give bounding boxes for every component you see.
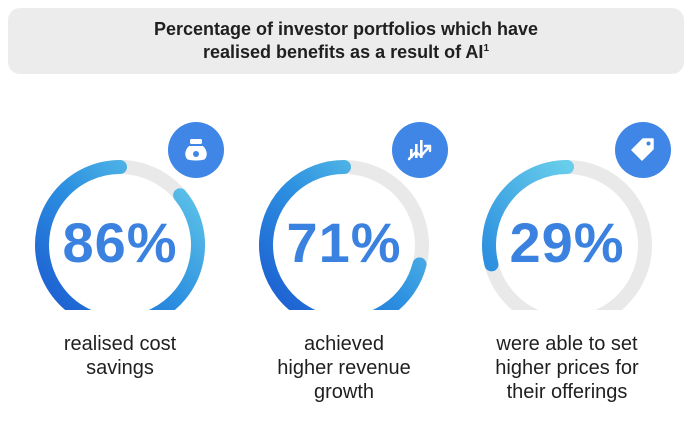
- stat-caption: were able to set higher prices for their…: [467, 332, 667, 404]
- stat-revenue-growth: 71% achieved higher revenue growth: [244, 110, 448, 410]
- donut-ring: [259, 160, 429, 310]
- title-line-2-text: realised benefits as a result of AI: [203, 42, 484, 62]
- caption-line: achieved: [303, 333, 385, 355]
- ring-value-arc: [482, 160, 574, 272]
- money-bag-icon: [185, 139, 207, 161]
- money-bag-badge: [168, 122, 224, 178]
- growth-chart-badge: [392, 122, 448, 178]
- percent-value: 86%: [62, 211, 178, 274]
- price-tag-badge: [615, 122, 671, 178]
- caption-line: growth: [313, 381, 375, 403]
- caption-line: were able to set: [496, 333, 638, 355]
- stat-caption: achieved higher revenue growth: [244, 332, 444, 404]
- title-line-2: realised benefits as a result of AI1: [203, 41, 489, 64]
- caption-line: savings: [86, 357, 154, 379]
- caption-line: realised cost: [63, 333, 177, 355]
- stat-cost-savings: 86% realised cost savings: [20, 110, 224, 410]
- caption-line: higher revenue: [277, 357, 411, 379]
- footnote-marker: 1: [483, 43, 489, 54]
- ring-value-arc: [35, 160, 205, 310]
- donut-ring: [482, 160, 652, 310]
- caption-line: their offerings: [506, 381, 628, 403]
- caption-line: higher prices for: [495, 357, 639, 379]
- chart-title: Percentage of investor portfolios which …: [8, 8, 684, 74]
- price-tag-icon: [631, 138, 654, 161]
- percent-value: 29%: [509, 211, 625, 274]
- donut-ring: [35, 160, 205, 310]
- growth-chart-icon: [407, 140, 432, 161]
- ring-value-arc: [259, 160, 427, 310]
- title-line-1: Percentage of investor portfolios which …: [153, 19, 539, 39]
- percent-value: 71%: [286, 211, 402, 274]
- stat-caption: realised cost savings: [20, 332, 220, 380]
- stat-higher-prices: 29% were able to set higher prices for t…: [467, 110, 671, 410]
